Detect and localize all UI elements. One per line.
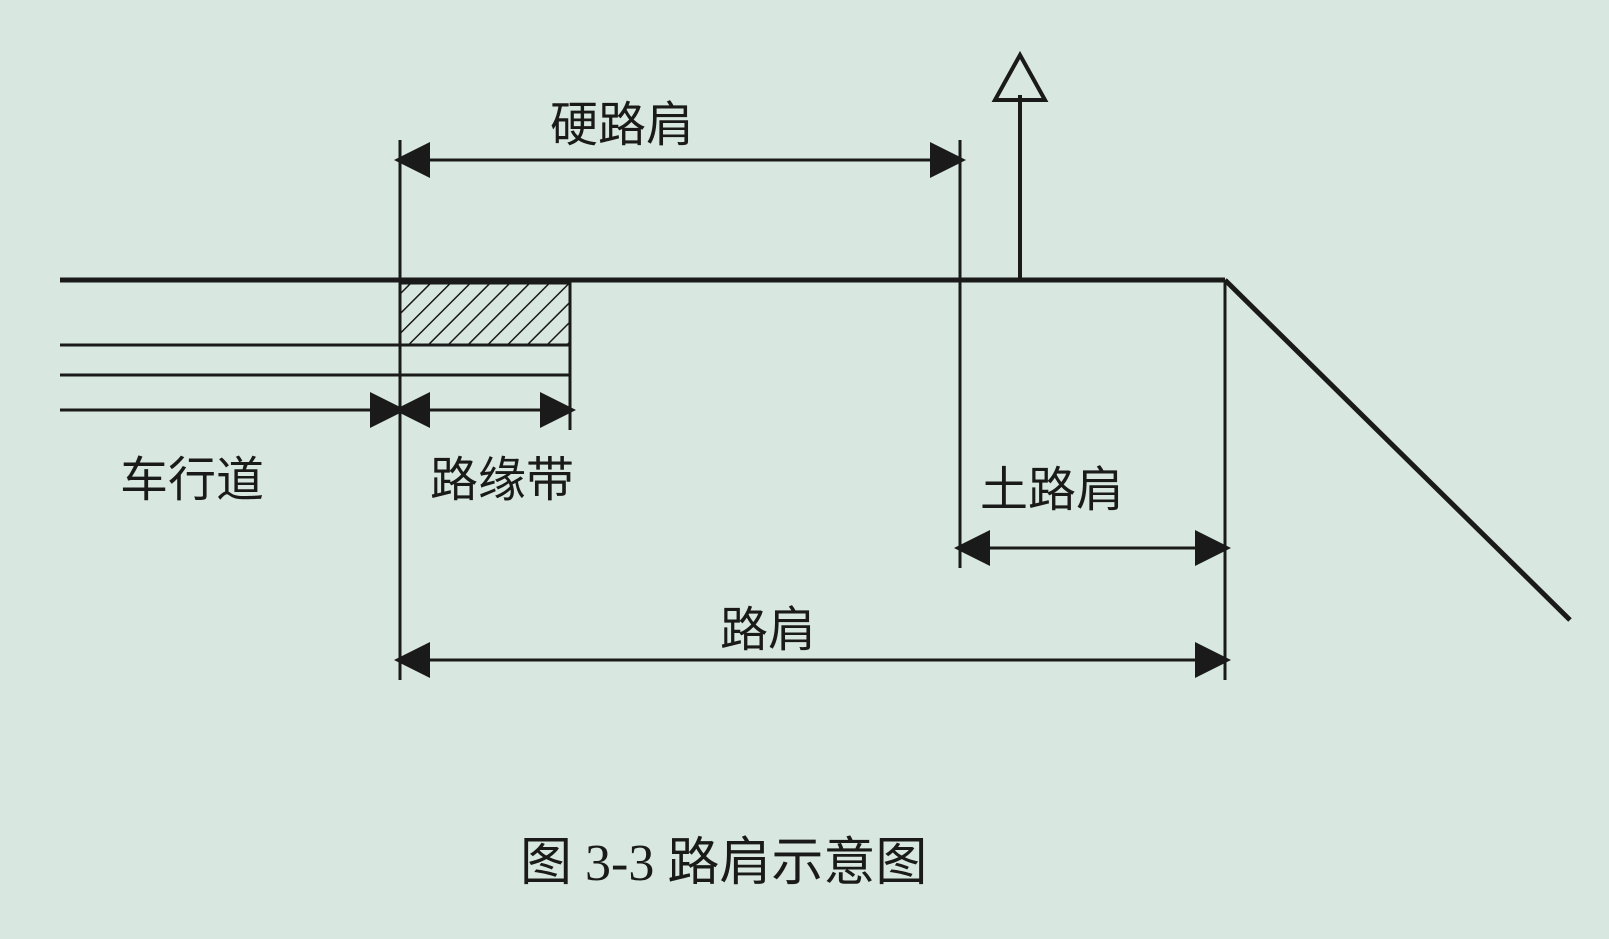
curb-strip-hatch <box>400 283 570 345</box>
label-shoulder: 路肩 <box>720 590 816 660</box>
label-curb-strip: 路缘带 <box>430 440 574 510</box>
figure-caption: 图 3-3 路肩示意图 <box>520 820 927 895</box>
slope-line <box>1225 280 1570 620</box>
label-carriageway: 车行道 <box>120 440 264 510</box>
label-hard-shoulder: 硬路肩 <box>550 85 694 155</box>
label-soil-shoulder: 土路肩 <box>980 450 1124 520</box>
sign-triangle <box>995 55 1045 100</box>
diagram-container: 硬路肩 车行道 路缘带 土路肩 路肩 图 3-3 路肩示意图 <box>0 0 1609 939</box>
